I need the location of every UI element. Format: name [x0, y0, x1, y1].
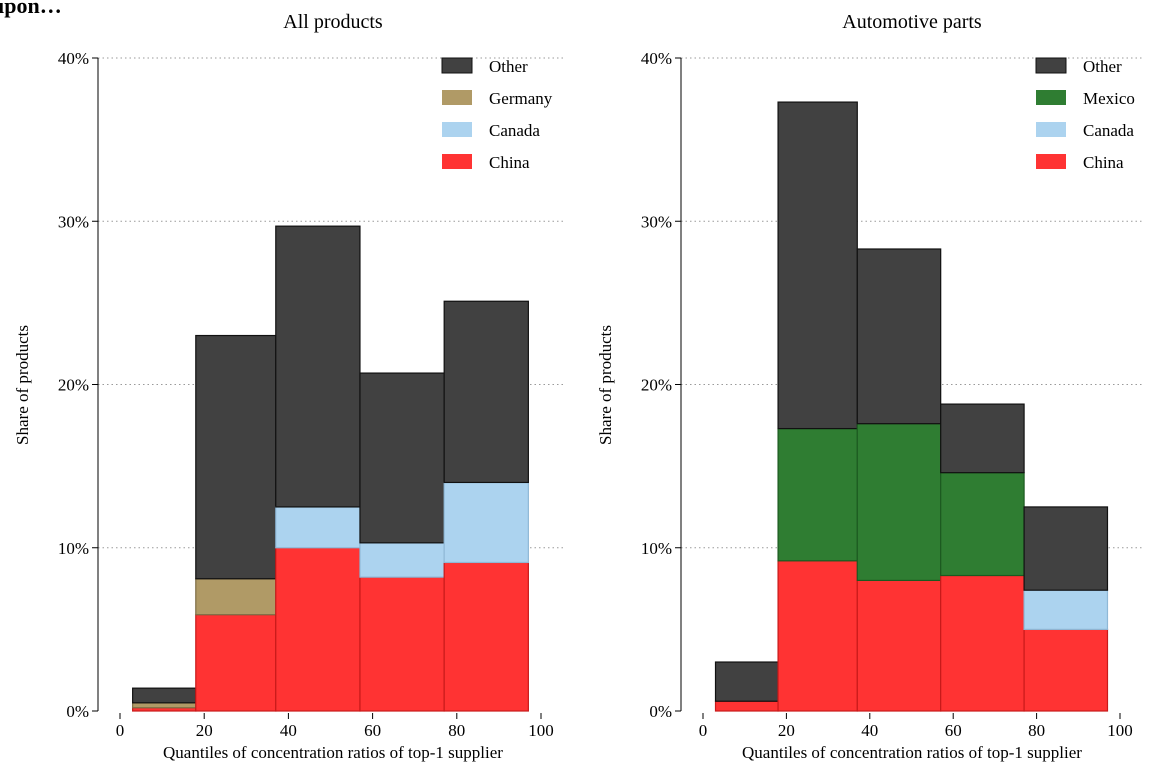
- x-tick-label: 80: [1028, 721, 1045, 740]
- legend-swatch: [1035, 57, 1067, 74]
- y-tick-label: 10%: [58, 539, 89, 558]
- y-tick-label: 30%: [641, 212, 672, 231]
- bar-china: [777, 560, 858, 712]
- x-tick-label: 0: [699, 721, 708, 740]
- x-tick-label: 40: [861, 721, 878, 740]
- x-tick-label: 60: [364, 721, 381, 740]
- x-tick-label: 20: [778, 721, 795, 740]
- chart-title: All products: [283, 11, 383, 33]
- bar-china: [275, 547, 361, 712]
- x-tick-label: 100: [528, 721, 554, 740]
- legend-swatch: [1036, 90, 1066, 105]
- x-axis-label: Quantiles of concentration ratios of top…: [163, 743, 503, 762]
- y-tick-label: 20%: [641, 376, 672, 395]
- legend-label: Mexico: [1083, 89, 1135, 108]
- bar-mexico: [856, 423, 942, 581]
- y-axis-label: Share of products: [596, 325, 615, 445]
- x-tick-label: 100: [1107, 721, 1133, 740]
- bar-germany: [132, 702, 197, 709]
- x-tick-label: 40: [280, 721, 297, 740]
- legend-label: Other: [1083, 57, 1122, 76]
- x-tick-label: 20: [196, 721, 213, 740]
- y-tick-label: 40%: [58, 49, 89, 68]
- bar-other: [714, 661, 779, 702]
- bar-canada: [359, 542, 445, 578]
- legend-swatch: [1036, 154, 1066, 169]
- x-tick-label: 60: [945, 721, 962, 740]
- bar-germany: [195, 578, 277, 616]
- legend-swatch: [442, 154, 472, 169]
- bar-other: [777, 101, 858, 430]
- bar-other: [132, 687, 197, 704]
- legend-swatch: [442, 122, 472, 137]
- panel-all-products: All products Quantiles of concentration …: [13, 11, 563, 762]
- bar-canada: [443, 481, 529, 564]
- bar-china: [856, 579, 942, 712]
- legend-label: China: [489, 153, 530, 172]
- legend-label: China: [1083, 153, 1124, 172]
- bar-china: [443, 561, 529, 712]
- panel-automotive-parts: Automotive parts Quantiles of concentrat…: [596, 11, 1142, 762]
- bar-china: [714, 700, 779, 712]
- y-tick-label: 40%: [641, 49, 672, 68]
- y-tick-label: 30%: [58, 212, 89, 231]
- x-tick-label: 0: [116, 721, 125, 740]
- bar-china: [940, 574, 1025, 712]
- y-tick-label: 0%: [649, 702, 672, 721]
- bar-china: [1023, 628, 1109, 712]
- bar-mexico: [940, 472, 1025, 577]
- bar-canada: [1023, 589, 1109, 630]
- legend-swatch: [1036, 122, 1066, 137]
- legend-label: Other: [489, 57, 528, 76]
- bar-other: [275, 225, 361, 508]
- bar-other: [940, 403, 1025, 474]
- y-tick-label: 20%: [58, 376, 89, 395]
- plot-area: 0% 10% 20% 30% 40% 0 20 40 60 80 100 Other Mexico Can…: [641, 49, 1142, 740]
- legend-label: Canada: [1083, 121, 1134, 140]
- legend-label: Germany: [489, 89, 553, 108]
- bar-other: [359, 372, 445, 544]
- bar-other: [1023, 506, 1109, 591]
- header-fragment: upon…: [0, 0, 62, 18]
- chart-title: Automotive parts: [842, 11, 982, 33]
- legend-swatch: [441, 57, 473, 74]
- bar-china: [359, 576, 445, 712]
- bar-canada: [275, 506, 361, 549]
- bar-other: [195, 334, 277, 580]
- x-axis-label: Quantiles of concentration ratios of top…: [742, 743, 1082, 762]
- bar-mexico: [777, 427, 858, 562]
- y-tick-label: 10%: [641, 539, 672, 558]
- bar-other: [856, 248, 942, 425]
- x-tick-label: 80: [448, 721, 465, 740]
- legend-swatch: [442, 90, 472, 105]
- bar-other: [443, 300, 529, 484]
- bar-china: [195, 614, 277, 712]
- y-tick-label: 0%: [66, 702, 89, 721]
- legend-label: Canada: [489, 121, 540, 140]
- y-axis-label: Share of products: [13, 325, 32, 445]
- plot-area: 0% 10% 20% 30% 40% 0 20 40 60 80 100 Other Germany Ca…: [58, 49, 563, 740]
